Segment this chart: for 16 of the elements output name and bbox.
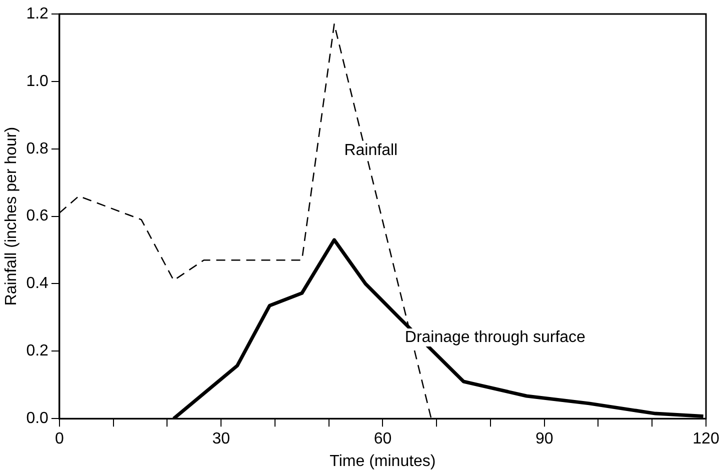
x-tick-label: 30: [212, 430, 230, 448]
series-label: Rainfall: [344, 142, 398, 159]
series-label: Drainage through surface: [404, 328, 586, 346]
y-tick-label: 0.6: [26, 208, 49, 225]
x-axis-title: Time (minutes): [330, 452, 436, 470]
y-tick-label: 1.2: [26, 5, 49, 22]
y-tick-label: 0.2: [26, 342, 49, 360]
x-tick-label: 60: [374, 430, 392, 448]
y-tick-label: 0.8: [26, 140, 49, 158]
y-tick-label: 0.0: [26, 410, 49, 428]
y-tick-label: 0.4: [26, 275, 49, 292]
x-tick-label: 120: [692, 430, 720, 448]
y-tick-label: 1.0: [26, 72, 49, 90]
x-tick-label: 90: [535, 430, 554, 448]
y-axis-title: Rainfall (inches per hour): [3, 126, 20, 306]
x-tick-label: 0: [54, 430, 64, 448]
